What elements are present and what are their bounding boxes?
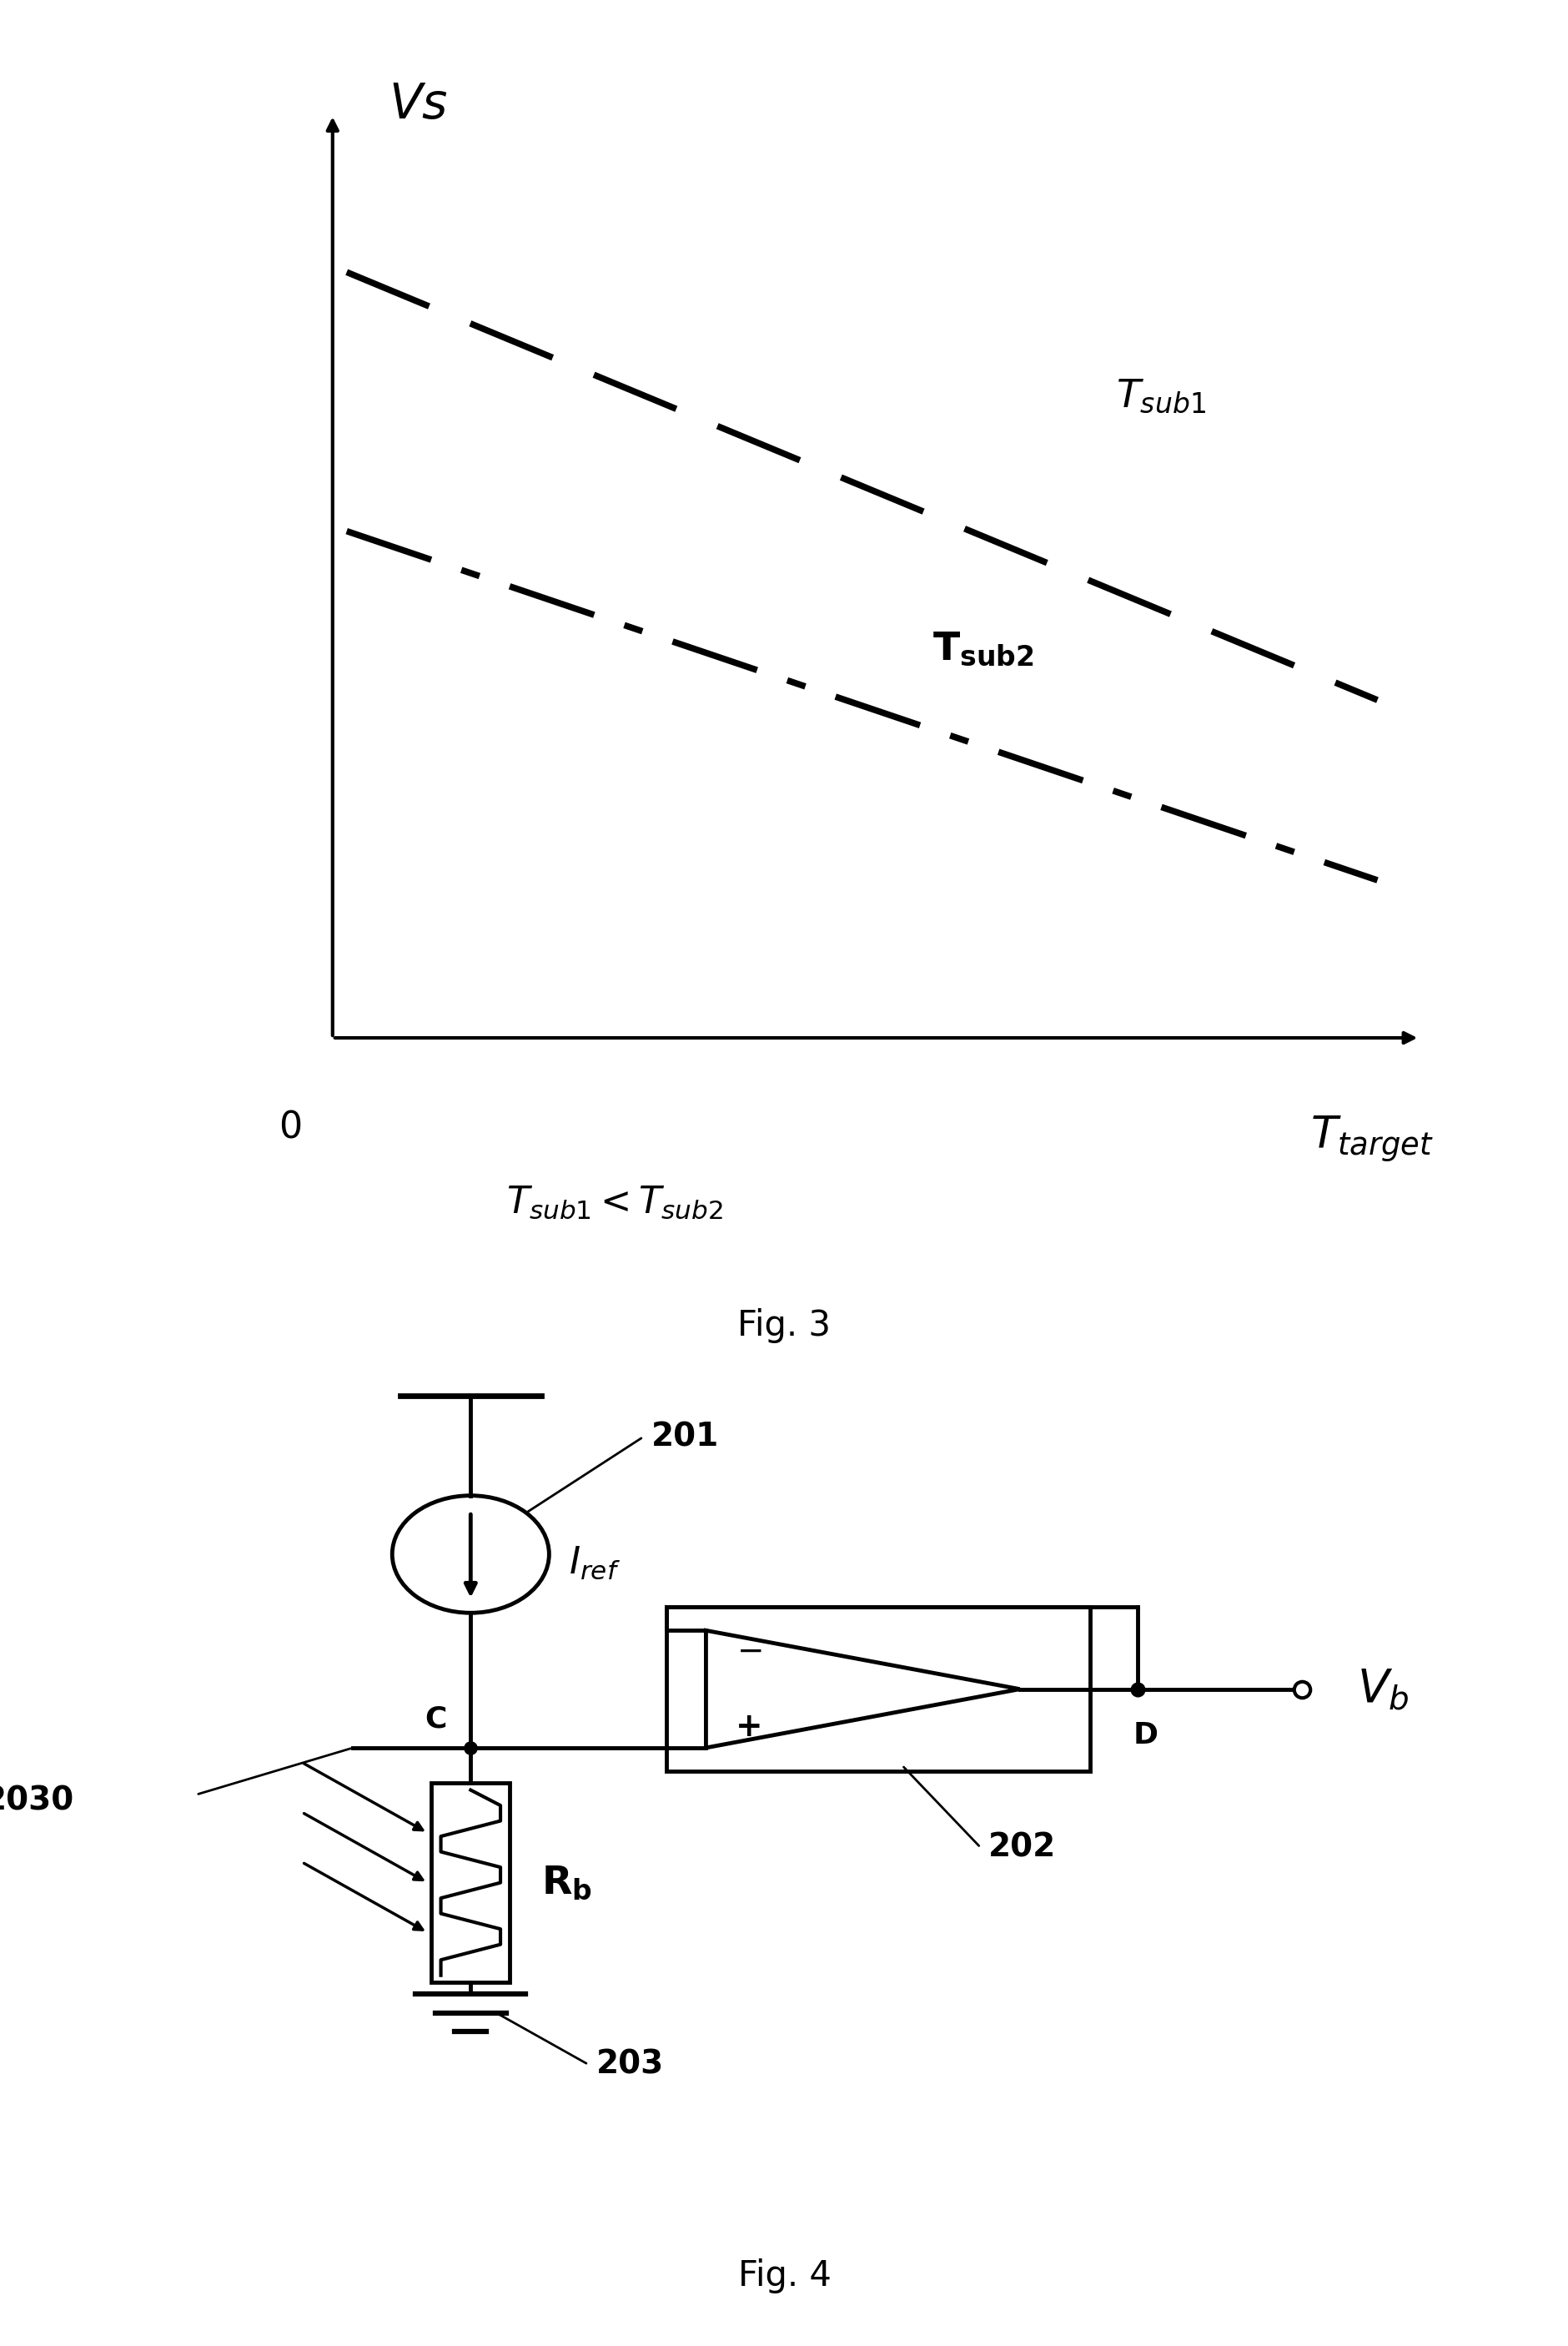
Text: +: +	[735, 1710, 762, 1743]
Text: $-$: $-$	[735, 1635, 762, 1668]
Text: 0: 0	[278, 1110, 303, 1145]
Text: C: C	[425, 1706, 447, 1734]
Text: 2030: 2030	[0, 1785, 75, 1816]
Bar	[431, 1783, 510, 1982]
Text: 201: 201	[651, 1422, 718, 1452]
Text: $\mathit{T_{sub1}}<\mathit{T_{sub2}}$: $\mathit{T_{sub1}}<\mathit{T_{sub2}}$	[506, 1185, 723, 1220]
Text: $\mathit{T_{sub1}}$: $\mathit{T_{sub1}}$	[1116, 378, 1206, 415]
Text: 202: 202	[988, 1832, 1055, 1863]
Text: 203: 203	[596, 2048, 663, 2081]
Bar	[666, 1607, 1090, 1771]
Text: D: D	[1132, 1722, 1157, 1750]
Text: $\mathit{I_{ref}}$: $\mathit{I_{ref}}$	[568, 1546, 619, 1581]
Text: Fig. 3: Fig. 3	[737, 1309, 831, 1344]
Text: $\mathbf{T_{sub2}}$: $\mathbf{T_{sub2}}$	[931, 631, 1033, 669]
Text: $\mathbf{R_b}$: $\mathbf{R_b}$	[541, 1863, 591, 1903]
Text: $\mathit{V_b}$: $\mathit{V_b}$	[1356, 1666, 1408, 1713]
Text: $\mathit{T_{target}}$: $\mathit{T_{target}}$	[1309, 1114, 1433, 1164]
Text: $\mathit{Vs}$: $\mathit{Vs}$	[389, 80, 448, 129]
Text: Fig. 4: Fig. 4	[737, 2259, 831, 2292]
